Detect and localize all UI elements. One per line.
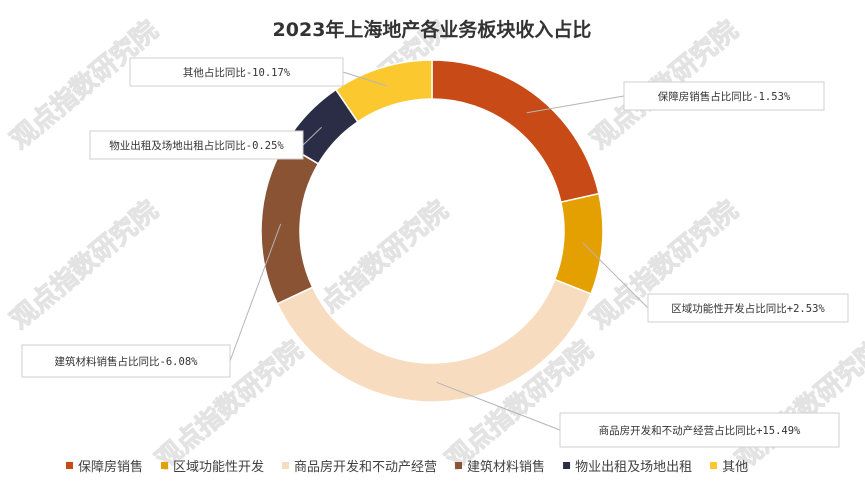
callout-label: 商品房开发和不动产经营占比同比+15.49% (599, 424, 801, 437)
leader-lines (229, 71, 649, 431)
callout-box (559, 412, 840, 448)
legend-label: 物业出租及场地出租 (575, 460, 692, 475)
callout-box (21, 344, 231, 378)
legend-swatch (282, 462, 290, 469)
legend-swatch (455, 462, 463, 469)
callout-box (89, 130, 304, 160)
callout-label: 区域功能性开发占比同比+2.53% (671, 302, 825, 315)
legend-label: 区域功能性开发 (173, 459, 264, 475)
callout-label: 建筑材料销售占比同比-6.08% (55, 355, 199, 368)
callout-box (623, 81, 825, 111)
donut-slice (553, 192, 604, 295)
legend: 保障房销售 区域功能性开发 商品房开发和不动产经营 建筑材料销售 物业出租及场地出租 其他 (66, 459, 748, 475)
legend-swatch (66, 462, 73, 469)
leader-line (342, 71, 388, 87)
watermark-text: 观点指数研究院 (5, 195, 164, 336)
leader-line (436, 381, 561, 431)
watermark-text: 观点指数研究院 (730, 335, 865, 476)
legend-label: 建筑材料销售 (467, 459, 545, 475)
callout-box (129, 57, 344, 87)
leader-line (302, 126, 322, 146)
legend-label: 保障房销售 (78, 459, 143, 475)
legend-swatch (161, 462, 169, 469)
donut-slice (334, 59, 433, 123)
donut-slice (260, 142, 320, 305)
leader-line (229, 223, 282, 362)
legend-label: 其他 (722, 460, 748, 475)
leader-line (526, 95, 625, 114)
legend-label: 商品房开发和不动产经营 (294, 459, 437, 475)
legend-swatch (710, 462, 718, 469)
callout-label: 其他占比同比-10.17% (183, 66, 291, 79)
callout-box (647, 293, 849, 323)
donut-slice (431, 59, 600, 204)
callout-label: 物业出租及场地出租占比同比-0.25% (109, 139, 284, 152)
leader-line (582, 242, 649, 309)
callout-labels: 保障房销售占比同比-1.53% 区域功能性开发占比同比+2.53% 商品房开发和不动… (21, 57, 849, 448)
callout-label: 保障房销售占比同比-1.53% (658, 90, 791, 103)
chart-title: 2023年上海地产各业务板块收入占比 (273, 18, 592, 41)
legend-swatch (563, 462, 571, 469)
